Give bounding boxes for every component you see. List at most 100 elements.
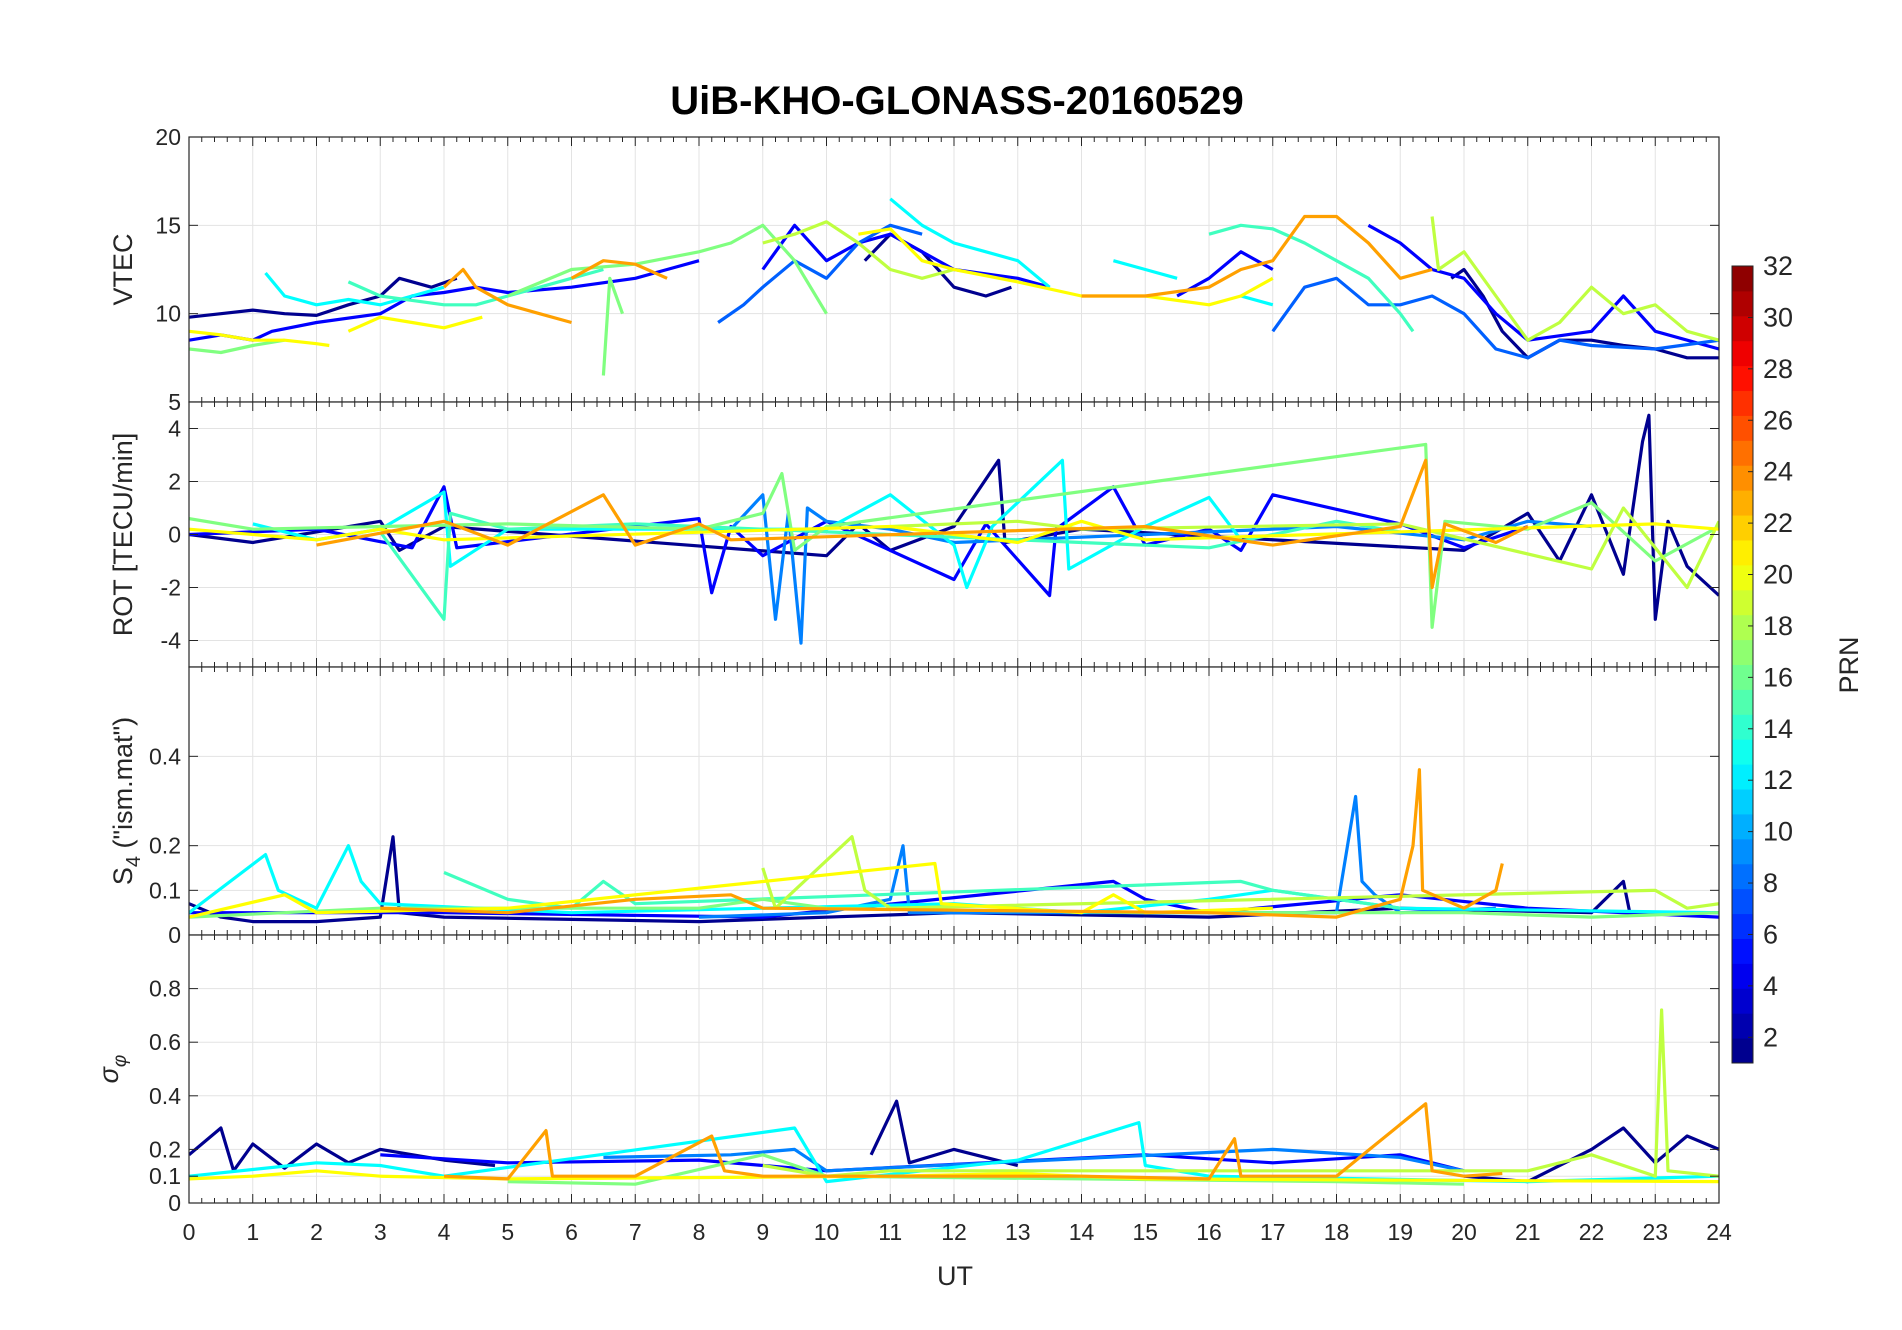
colorbar-swatch — [1732, 390, 1753, 416]
series-line-prn-22 — [443, 1102, 1503, 1181]
panel-vtec: 5 10 15 20 VTEC — [108, 124, 1720, 415]
series-line-prn-16 — [189, 442, 1719, 629]
x-tick-label: 12 — [941, 1219, 967, 1245]
y-tick-label: 0 — [168, 922, 181, 948]
colorbar-swatch — [1732, 764, 1753, 790]
colorbar-swatch — [1732, 739, 1753, 765]
colorbar-tick-label: 32 — [1763, 251, 1793, 281]
colorbar-tick-label: 12 — [1763, 765, 1793, 795]
x-tick-label: 11 — [878, 1219, 902, 1245]
x-tick-label: 15 — [1132, 1219, 1158, 1245]
y-tick-label: -2 — [161, 575, 181, 601]
colorbar-swatch — [1732, 789, 1753, 815]
colorbar-tick-label: 6 — [1763, 919, 1778, 949]
y-tick-label: 0.6 — [149, 1029, 181, 1055]
series-line-prn-20 — [189, 227, 1274, 348]
colorbar-swatch — [1732, 863, 1753, 890]
x-tick-label: 7 — [629, 1219, 642, 1245]
series-group — [189, 413, 1719, 645]
y-tick-label: 0.1 — [149, 877, 181, 903]
x-tick-label: 21 — [1515, 1219, 1541, 1245]
colorbar-swatch — [1732, 838, 1753, 865]
x-tick-label: 5 — [501, 1219, 514, 1245]
colorbar-frame — [1731, 265, 1754, 1064]
colorbar-swatch — [1732, 290, 1753, 317]
x-tick-label: 14 — [1069, 1219, 1095, 1245]
colorbar-swatch — [1732, 1013, 1753, 1039]
colorbar-swatch — [1732, 813, 1753, 840]
x-tick-label: 3 — [374, 1219, 387, 1245]
colorbar-swatch — [1732, 614, 1753, 641]
colorbar-tick-label: 16 — [1763, 662, 1793, 692]
y-tick-label: 0.4 — [149, 743, 181, 769]
y-axis-label: S4 ("ism.mat") — [108, 717, 145, 885]
y-tick-label: 0 — [168, 1190, 181, 1216]
x-tick-label: 0 — [183, 1219, 196, 1245]
x-tick-label: 23 — [1642, 1219, 1668, 1245]
y-tick-label: 15 — [155, 212, 181, 238]
colorbar-tick-label: 4 — [1763, 971, 1778, 1001]
colorbar-swatch — [1732, 1038, 1753, 1064]
x-tick-label: 17 — [1260, 1219, 1286, 1245]
series-line-prn-12 — [264, 197, 1274, 307]
colorbar-tick-label: 24 — [1763, 457, 1793, 487]
colorbar-swatch — [1732, 515, 1753, 541]
colorbar-tick-label: 2 — [1763, 1022, 1778, 1052]
colorbar-swatch — [1732, 340, 1753, 367]
series-line-prn-20 — [189, 519, 1719, 545]
series-line-prn-20 — [189, 861, 1273, 919]
colorbar-swatch — [1732, 888, 1753, 915]
y-tick-label: 20 — [155, 124, 181, 150]
y-axis-label: VTEC — [108, 233, 138, 305]
colorbar-swatch — [1732, 589, 1753, 616]
colorbar-tick-label: 18 — [1763, 611, 1793, 641]
x-axis-label: UT — [937, 1261, 973, 1291]
x-tick-label: 19 — [1387, 1219, 1413, 1245]
colorbar-tick-label: 28 — [1763, 354, 1793, 384]
series-line-prn-16 — [189, 223, 828, 376]
series-line-prn-4 — [189, 879, 1719, 919]
colorbar-swatch — [1732, 714, 1753, 740]
series-line-prn-14 — [347, 223, 1415, 333]
colorbar-swatch — [1732, 539, 1753, 566]
panel-rot: -4 -2 0 2 4 ROT [TECU/min] — [108, 401, 1720, 668]
series-line-prn-16 — [507, 1153, 1465, 1186]
y-tick-label: 4 — [168, 416, 181, 442]
chart-title: UiB-KHO-GLONASS-20160529 — [670, 79, 1244, 123]
x-tick-label: 10 — [814, 1219, 840, 1245]
y-tick-label: 5 — [168, 389, 181, 415]
y-axis-label: ROT [TECU/min] — [108, 433, 138, 637]
colorbar-swatch — [1732, 315, 1753, 342]
x-tick-label: 8 — [693, 1219, 706, 1245]
y-tick-label: 10 — [155, 301, 181, 327]
series-line-prn-18 — [762, 1008, 1719, 1178]
colorbar-swatch — [1732, 415, 1753, 441]
colorbar-swatch — [1732, 938, 1753, 964]
colorbar-swatch — [1732, 639, 1753, 665]
colorbar-swatch — [1732, 664, 1753, 690]
x-tick-label: 9 — [756, 1219, 769, 1245]
colorbar-tick-label: 22 — [1763, 508, 1793, 538]
colorbar-swatch — [1732, 490, 1753, 516]
y-tick-label: 0 — [168, 522, 181, 548]
x-tick-label: 24 — [1706, 1219, 1732, 1245]
series-line-prn-18 — [890, 506, 1719, 590]
colorbar-tick-label: 30 — [1763, 302, 1793, 332]
series-line-prn-22 — [316, 458, 1529, 590]
y-tick-label: 0.4 — [149, 1083, 181, 1109]
y-axis-label: σφ — [94, 1055, 131, 1084]
y-tick-label: 0.2 — [149, 833, 181, 859]
x-tick-label: 1 — [246, 1219, 259, 1245]
colorbar-swatch — [1732, 988, 1753, 1014]
series-line-prn-12 — [252, 458, 1243, 590]
panel-sigma: 00.10.2 0.4 0.6 0.8 σφ — [94, 934, 1720, 1216]
y-tick-label: 0.8 — [149, 976, 181, 1002]
series-line-prn-14 — [443, 871, 1401, 910]
y-tick-label: 2 — [168, 469, 181, 495]
colorbar-tick-label: 8 — [1763, 868, 1778, 898]
colorbar-tick-label: 10 — [1763, 817, 1793, 847]
series-line-prn-22 — [442, 214, 1433, 325]
series-line-prn-18 — [761, 835, 1719, 910]
